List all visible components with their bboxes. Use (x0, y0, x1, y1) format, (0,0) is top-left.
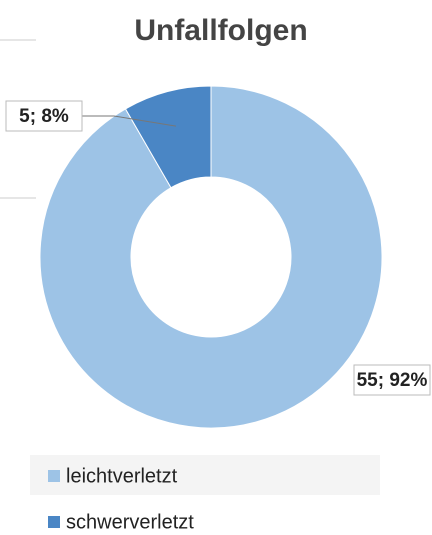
donut-slice (39, 85, 383, 429)
chart-title: Unfallfolgen (134, 14, 307, 47)
legend-swatch (48, 470, 60, 482)
legend-label: schwerverletzt (66, 511, 194, 533)
legend-swatch (48, 516, 60, 528)
data-label: 5; 8% (19, 106, 69, 127)
legend-label: leichtverletzt (66, 465, 178, 487)
data-label-box (5, 100, 83, 132)
data-label-box (353, 364, 431, 396)
donut-slice (124, 85, 212, 189)
leader-line (80, 115, 177, 127)
data-label: 55; 92% (357, 370, 428, 391)
legend-band (30, 455, 380, 495)
